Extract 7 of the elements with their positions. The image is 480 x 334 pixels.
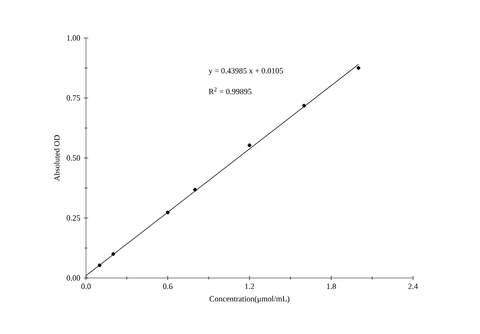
point: [166, 210, 170, 214]
point: [248, 143, 252, 148]
point: [98, 263, 102, 268]
point: [111, 252, 116, 256]
point: [302, 104, 306, 108]
point: [356, 66, 360, 70]
point: [193, 188, 197, 192]
